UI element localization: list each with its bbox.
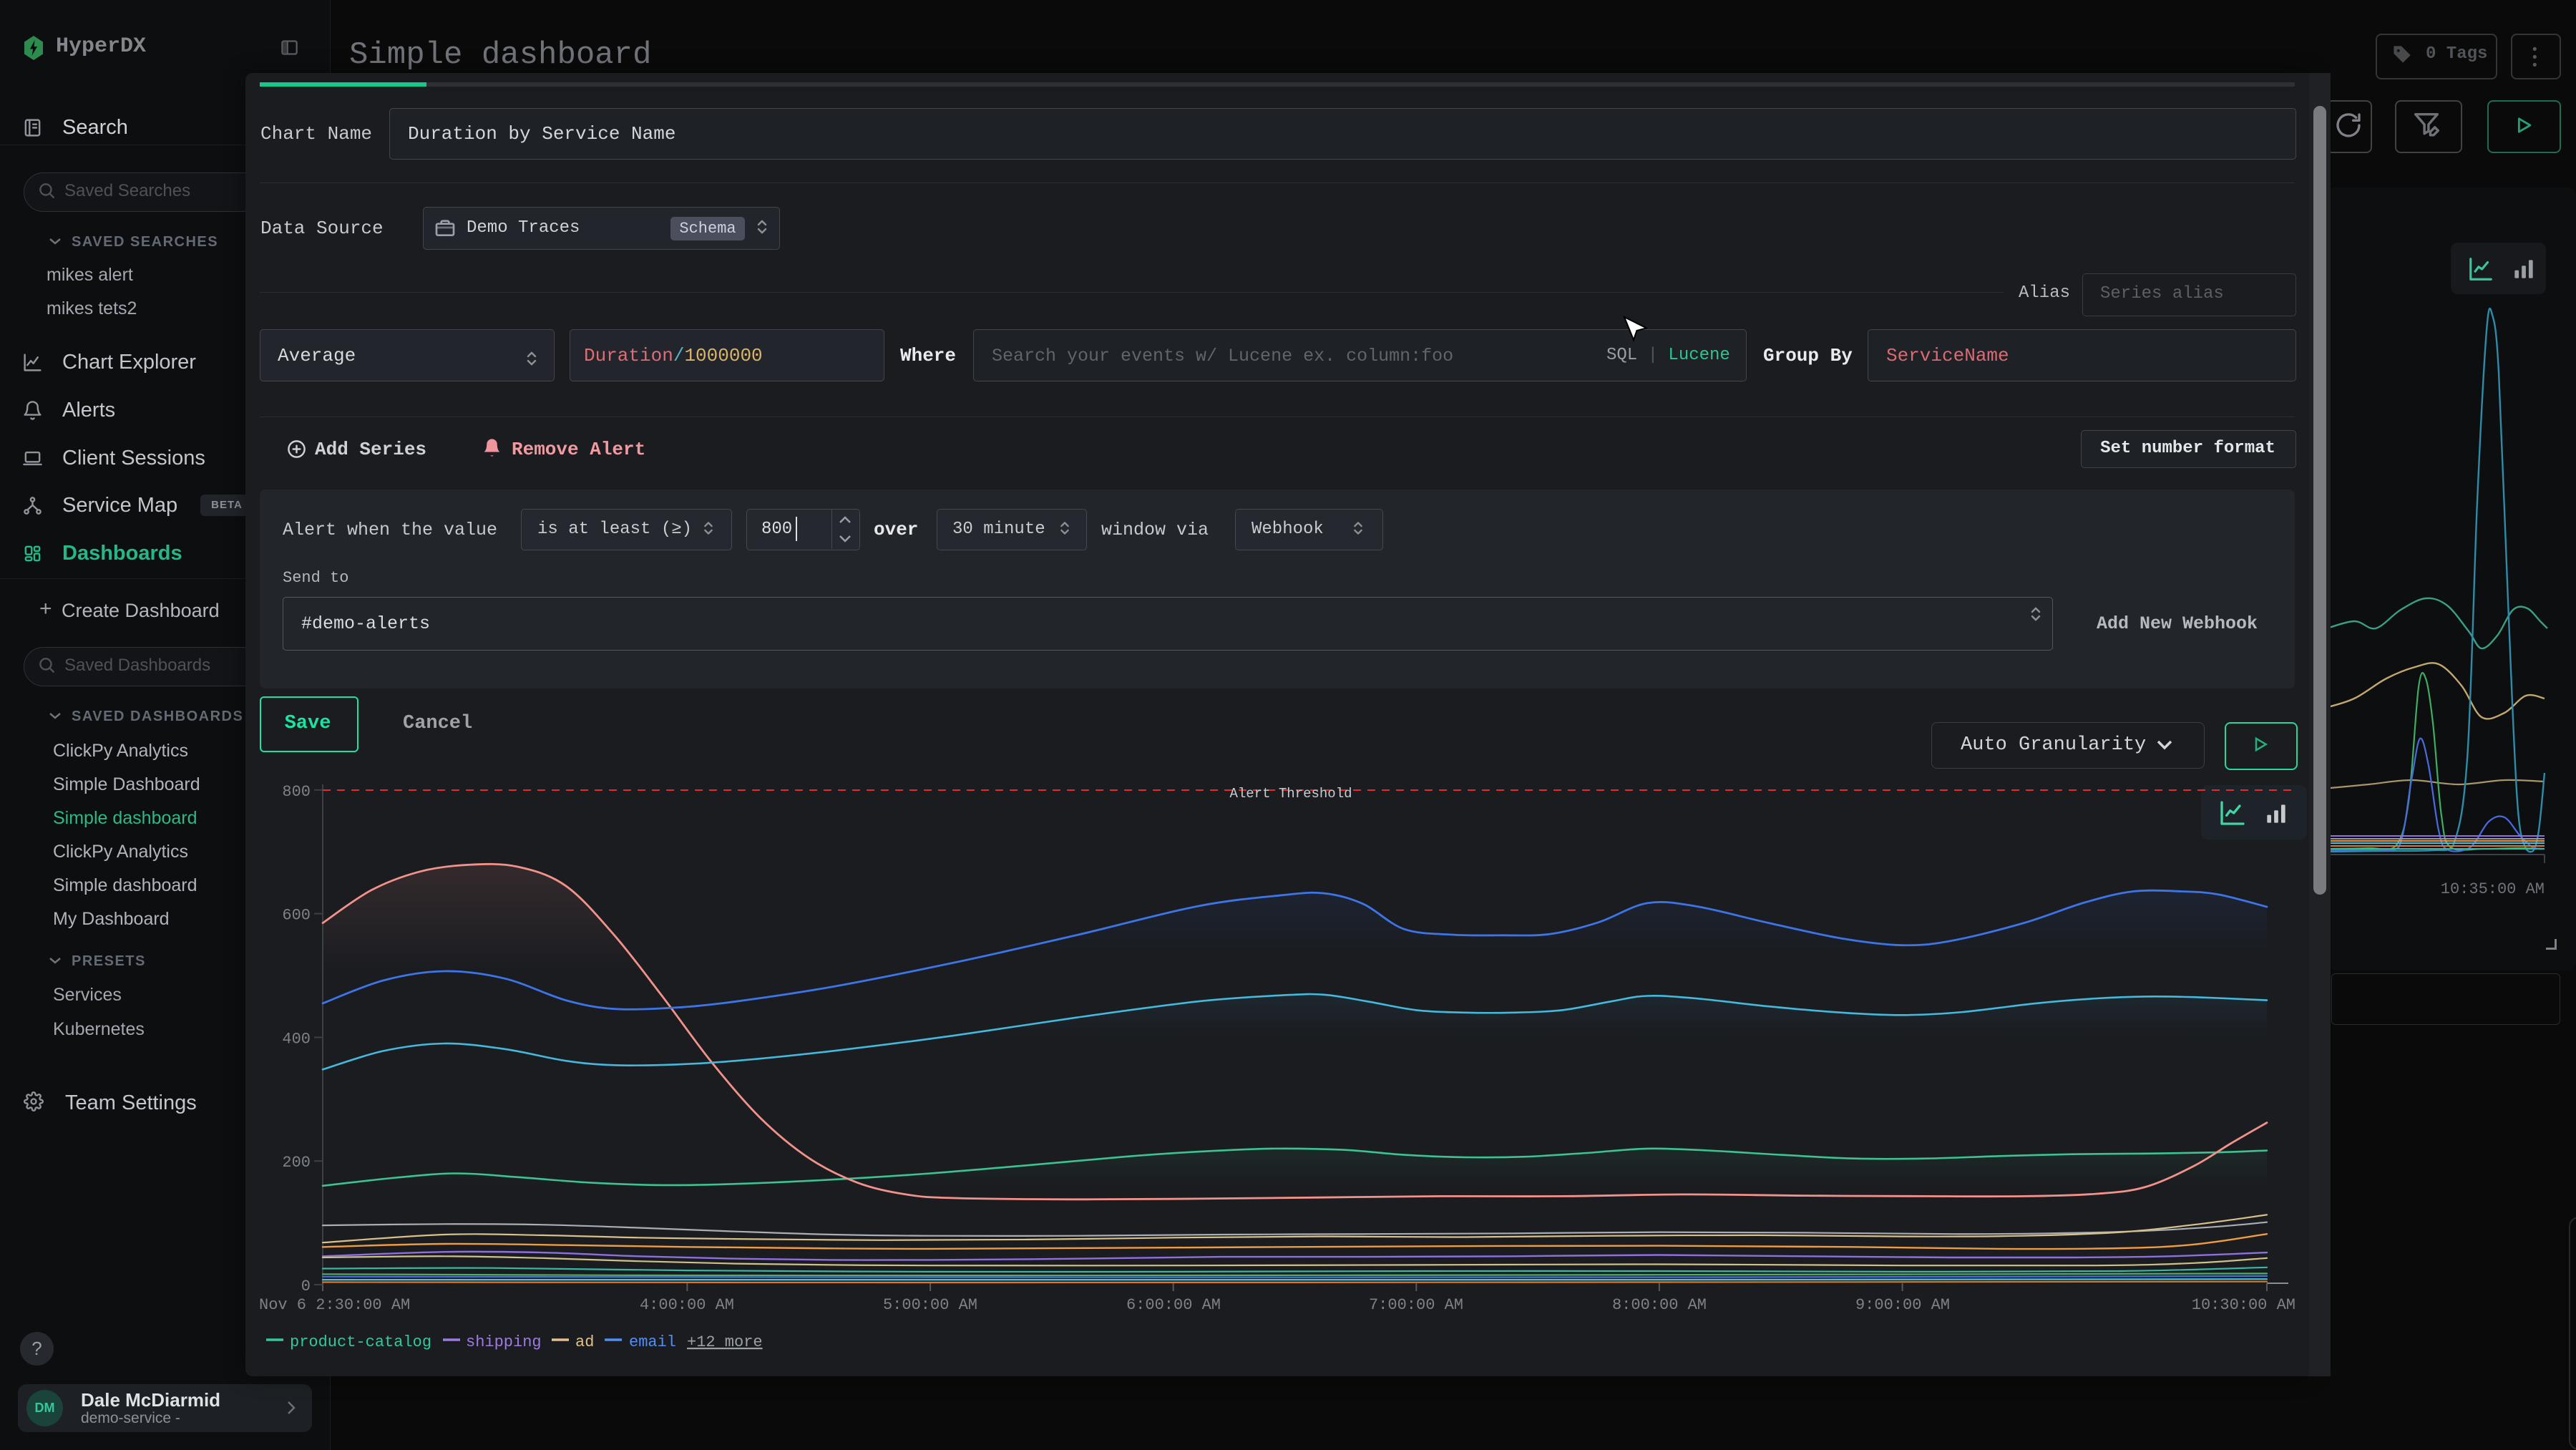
svg-text:600: 600 (282, 907, 311, 925)
svg-text:+12 more: +12 more (687, 1333, 763, 1351)
svg-text:9:00:00 AM: 9:00:00 AM (1855, 1296, 1950, 1314)
svg-text:4:00:00 AM: 4:00:00 AM (640, 1296, 734, 1314)
svg-text:0: 0 (301, 1278, 311, 1295)
svg-text:10:30:00 AM: 10:30:00 AM (2192, 1296, 2296, 1314)
svg-text:ad: ad (575, 1333, 594, 1351)
svg-text:email: email (629, 1333, 676, 1351)
svg-text:product-catalog: product-catalog (290, 1333, 431, 1351)
svg-text:6:00:00 AM: 6:00:00 AM (1126, 1296, 1221, 1314)
svg-text:shipping: shipping (466, 1333, 542, 1351)
svg-text:800: 800 (282, 783, 311, 801)
svg-text:7:00:00 AM: 7:00:00 AM (1369, 1296, 1463, 1314)
svg-text:200: 200 (282, 1154, 311, 1172)
svg-text:Nov 6 2:30:00 AM: Nov 6 2:30:00 AM (259, 1296, 410, 1314)
svg-text:5:00:00 AM: 5:00:00 AM (883, 1296, 977, 1314)
svg-text:Alert Threshold: Alert Threshold (1229, 786, 1352, 802)
svg-text:10:35:00 AM: 10:35:00 AM (2441, 880, 2545, 898)
svg-text:8:00:00 AM: 8:00:00 AM (1612, 1296, 1707, 1314)
svg-text:400: 400 (282, 1030, 311, 1048)
